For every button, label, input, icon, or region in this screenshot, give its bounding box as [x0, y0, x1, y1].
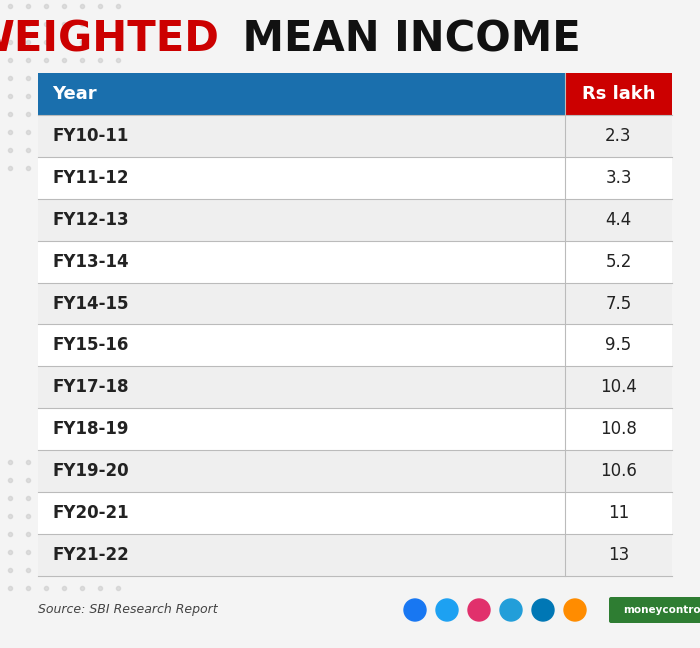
Bar — [38, 534, 672, 576]
Bar — [38, 157, 672, 199]
Circle shape — [500, 599, 522, 621]
Text: 10.8: 10.8 — [600, 421, 637, 438]
Text: 13: 13 — [608, 546, 629, 564]
Bar — [38, 73, 565, 115]
Text: 10.6: 10.6 — [600, 462, 637, 480]
Bar — [38, 115, 672, 157]
Bar — [38, 408, 672, 450]
Circle shape — [404, 599, 426, 621]
Text: 11: 11 — [608, 504, 629, 522]
Circle shape — [468, 599, 490, 621]
Text: Year: Year — [52, 85, 97, 103]
Bar — [38, 199, 672, 240]
Text: FY14-15: FY14-15 — [52, 295, 129, 312]
Text: 10.4: 10.4 — [600, 378, 637, 397]
Text: Source: SBI Research Report: Source: SBI Research Report — [38, 603, 218, 616]
Text: MEAN INCOME: MEAN INCOME — [228, 19, 581, 61]
Text: FY20-21: FY20-21 — [52, 504, 129, 522]
Text: FY21-22: FY21-22 — [52, 546, 129, 564]
Text: FY19-20: FY19-20 — [52, 462, 129, 480]
Text: 4.4: 4.4 — [606, 211, 631, 229]
Circle shape — [436, 599, 458, 621]
Text: FY10-11: FY10-11 — [52, 127, 128, 145]
Text: FY13-14: FY13-14 — [52, 253, 129, 271]
Text: WEIGHTED: WEIGHTED — [0, 19, 220, 61]
Text: FY15-16: FY15-16 — [52, 336, 128, 354]
Bar — [38, 283, 672, 325]
Bar — [38, 240, 672, 283]
Circle shape — [564, 599, 586, 621]
Text: 3.3: 3.3 — [606, 168, 631, 187]
Text: FY18-19: FY18-19 — [52, 421, 129, 438]
Bar — [38, 492, 672, 534]
Text: FY17-18: FY17-18 — [52, 378, 129, 397]
Bar — [38, 450, 672, 492]
Circle shape — [532, 599, 554, 621]
Text: FY11-12: FY11-12 — [52, 168, 129, 187]
FancyBboxPatch shape — [609, 597, 700, 623]
Text: 5.2: 5.2 — [606, 253, 631, 271]
Bar — [38, 366, 672, 408]
Text: 7.5: 7.5 — [606, 295, 631, 312]
Text: FY12-13: FY12-13 — [52, 211, 129, 229]
Bar — [565, 73, 672, 115]
Bar — [38, 325, 672, 366]
Text: 9.5: 9.5 — [606, 336, 631, 354]
Text: 2.3: 2.3 — [606, 127, 631, 145]
Text: Rs lakh: Rs lakh — [582, 85, 655, 103]
Text: moneycontrol: moneycontrol — [623, 605, 700, 615]
